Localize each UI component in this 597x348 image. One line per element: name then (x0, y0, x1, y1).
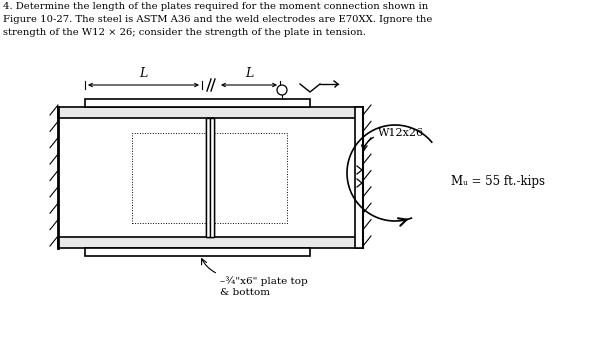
Circle shape (277, 85, 287, 95)
Bar (85, 99, 310, 107)
Bar (206, 118, 214, 237)
Bar (355, 107, 363, 248)
Text: L: L (245, 67, 253, 80)
Text: W12x26: W12x26 (378, 128, 424, 138)
Bar (132, 133, 287, 223)
Bar (85, 248, 310, 256)
Bar (206, 118, 210, 237)
Bar (58, 107, 363, 118)
Text: –¾"x6" plate top
& bottom: –¾"x6" plate top & bottom (220, 276, 307, 298)
Text: 4. Determine the length of the plates required for the moment connection shown i: 4. Determine the length of the plates re… (3, 2, 432, 37)
Text: L: L (139, 67, 147, 80)
Text: Mᵤ = 55 ft.-kips: Mᵤ = 55 ft.-kips (451, 174, 545, 188)
Bar (210, 118, 214, 237)
Bar (58, 237, 363, 248)
